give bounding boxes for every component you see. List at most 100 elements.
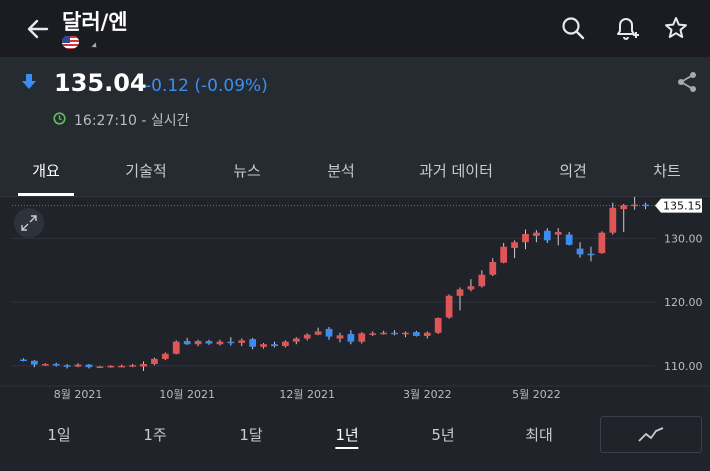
- candle-body: [118, 365, 126, 368]
- candle-body: [238, 340, 246, 343]
- tab-news[interactable]: 뉴스: [233, 162, 261, 180]
- candle-body: [20, 359, 27, 362]
- bell-plus-icon[interactable]: [612, 14, 640, 42]
- last-price-label: 135.15: [663, 200, 702, 213]
- tab-opinion[interactable]: 의견: [559, 162, 587, 180]
- range-max[interactable]: 최대: [525, 426, 553, 444]
- candle-body: [500, 246, 508, 263]
- page-title: 달러/엔: [62, 10, 128, 34]
- price-change: -0.12 (-0.09%): [145, 76, 268, 96]
- expand-icon: [21, 215, 37, 231]
- flag-dropdown-caret-icon[interactable]: [91, 42, 99, 50]
- candle-body: [96, 366, 104, 369]
- quote-time: 16:27:10 - 실시간: [74, 113, 190, 129]
- candle-body: [565, 234, 573, 245]
- range-1y[interactable]: 1년: [335, 424, 359, 449]
- candle-body: [358, 333, 366, 342]
- tab-chart[interactable]: 차트: [653, 162, 681, 180]
- range-1w[interactable]: 1주: [143, 426, 167, 444]
- us-flag-icon[interactable]: [62, 35, 79, 49]
- candle-body: [172, 341, 180, 354]
- last-price-badge: [655, 198, 702, 213]
- x-tick-label: 5월 2022: [512, 388, 561, 401]
- candle-body: [63, 365, 71, 367]
- tab-bar: 개요 기술적 뉴스 분석 과거 데이터 의견 차트: [0, 147, 710, 197]
- price-chart[interactable]: 110.00 120.00 130.00 8월 2021 10월 2021 12월 202…: [0, 197, 710, 402]
- candle-body: [249, 339, 257, 347]
- candle-body: [325, 328, 333, 337]
- x-tick-label: 10월 2021: [159, 388, 215, 401]
- candle-body: [412, 332, 420, 336]
- y-tick-label: 120.00: [664, 296, 703, 309]
- line-chart-icon: [638, 427, 664, 442]
- candle-body: [292, 338, 300, 342]
- candle-body: [489, 262, 497, 275]
- range-1d[interactable]: 1일: [47, 426, 71, 444]
- candle-body: [227, 341, 235, 344]
- candle-body: [183, 341, 191, 345]
- candle-body: [522, 233, 529, 243]
- candle-body: [642, 204, 649, 207]
- candle-body: [52, 363, 60, 366]
- last-price: 135.04: [54, 69, 147, 97]
- candle-body: [533, 232, 540, 236]
- x-tick-label: 12월 2021: [279, 388, 335, 401]
- candle-body: [30, 360, 38, 365]
- candle-body: [391, 332, 398, 335]
- candle-body: [620, 205, 628, 210]
- candle-body: [260, 344, 267, 347]
- candle-body: [107, 365, 115, 368]
- tab-technical[interactable]: 기술적: [125, 162, 167, 180]
- quote-panel: 135.04 -0.12 (-0.09%) 16:27:10 - 실시간: [0, 57, 710, 147]
- candle-body: [271, 344, 278, 347]
- active-tab-indicator: [18, 193, 74, 196]
- candle-body: [380, 332, 387, 335]
- candle-body: [456, 289, 464, 296]
- candle-body: [216, 341, 224, 345]
- candle-body: [205, 341, 213, 344]
- x-tick-label: 3월 2022: [403, 388, 452, 401]
- candle-body: [402, 332, 409, 335]
- y-tick-label: 110.00: [664, 360, 703, 373]
- candle-body: [303, 334, 311, 339]
- chart-type-button[interactable]: [600, 416, 702, 453]
- candle-body: [369, 333, 377, 335]
- candle-body: [554, 232, 562, 235]
- candle-body: [543, 230, 551, 241]
- candle-body: [598, 232, 606, 254]
- range-selector: 1일 1주 1달 1년 5년 최대: [0, 402, 710, 471]
- tab-overview[interactable]: 개요: [32, 162, 60, 180]
- down-arrow-icon: [22, 74, 36, 89]
- candle-body: [74, 364, 82, 367]
- back-arrow-icon[interactable]: [24, 15, 52, 43]
- candle-body: [140, 363, 147, 367]
- y-tick-label: 130.00: [664, 232, 703, 245]
- candle-body: [467, 286, 475, 290]
- tab-historical-data[interactable]: 과거 데이터: [419, 162, 493, 180]
- candle-body: [85, 364, 93, 368]
- expand-button[interactable]: [14, 208, 44, 238]
- candle-body: [336, 335, 344, 339]
- candle-body: [609, 207, 617, 233]
- star-icon[interactable]: [662, 14, 690, 42]
- candle-body: [511, 242, 518, 248]
- candle-body: [631, 204, 639, 207]
- search-icon[interactable]: [559, 14, 587, 42]
- candle-body: [41, 363, 49, 366]
- candle-body: [161, 353, 169, 359]
- candle-body: [576, 248, 584, 255]
- candle-body: [347, 334, 355, 342]
- range-5y[interactable]: 5년: [431, 426, 455, 444]
- candle-body: [194, 341, 202, 345]
- candle-body: [282, 341, 289, 347]
- tab-analysis[interactable]: 분석: [327, 162, 355, 180]
- candle-body: [445, 295, 453, 318]
- candle-body: [423, 332, 431, 336]
- candle-body: [129, 365, 136, 367]
- candle-body: [434, 318, 442, 333]
- share-icon[interactable]: [676, 71, 698, 93]
- candle-body: [314, 331, 322, 335]
- candle-body: [587, 253, 595, 256]
- range-1m[interactable]: 1달: [239, 426, 263, 444]
- x-tick-label: 8월 2021: [54, 388, 103, 401]
